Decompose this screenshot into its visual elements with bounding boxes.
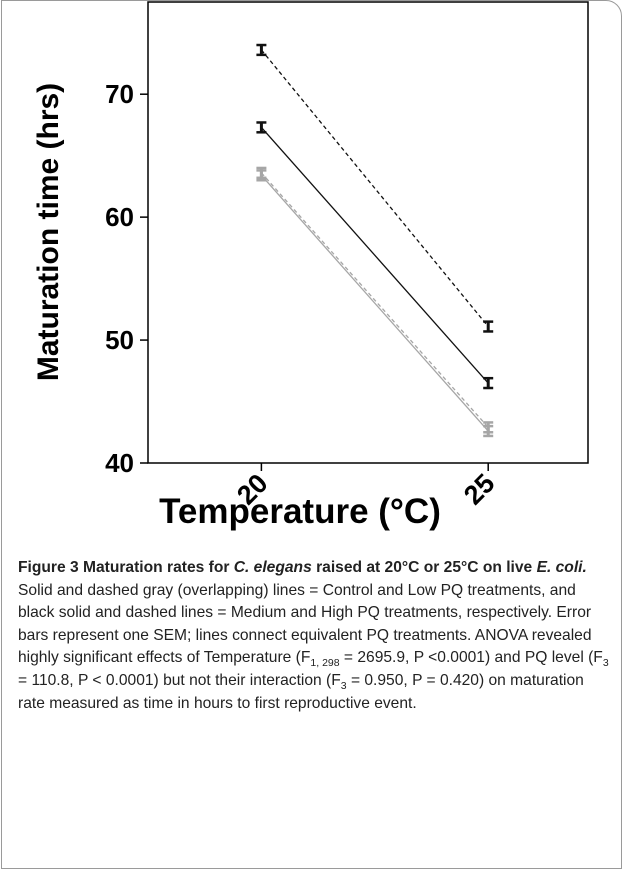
- caption-run: = 0.950, P = 0.420) on maturation rate m…: [18, 671, 584, 712]
- series-line: [260, 49, 489, 327]
- caption-run: 3: [602, 657, 609, 670]
- figure-caption: Figure 3 Maturation rates for C. elegans…: [18, 557, 614, 715]
- series-line: [260, 172, 489, 428]
- y-tick-label: 50: [105, 325, 134, 355]
- y-axis-label: Maturation time (hrs): [32, 83, 65, 381]
- caption-run: raised at 20°C or 25°C on live: [311, 559, 537, 576]
- caption-run: E. coli.: [536, 559, 587, 576]
- caption-run: 1, 298: [310, 657, 340, 670]
- series-line: [260, 126, 489, 384]
- plot-frame: [147, 1, 589, 464]
- series-line: [260, 174, 489, 432]
- chart: Temperature (°C) Maturation time (hrs) 4…: [32, 1, 589, 531]
- y-tick-label: 60: [105, 202, 134, 232]
- caption-run: = 110.8, P < 0.0001) but not their inter…: [18, 671, 341, 689]
- caption-run: C. elegans: [233, 559, 312, 576]
- caption-run: = 2695.9, P <0.0001) and PQ level (F: [339, 649, 603, 667]
- y-tick-label: 70: [105, 79, 134, 109]
- y-tick-label: 40: [105, 448, 134, 478]
- caption-run: Solid and dashed gray (overlapping) line…: [18, 581, 592, 667]
- caption-run: 3: [340, 680, 347, 693]
- caption-run: Figure 3 Maturation rates for: [18, 559, 234, 576]
- x-axis-label: Temperature (°C): [159, 492, 441, 531]
- x-tick-label: 25: [458, 468, 500, 510]
